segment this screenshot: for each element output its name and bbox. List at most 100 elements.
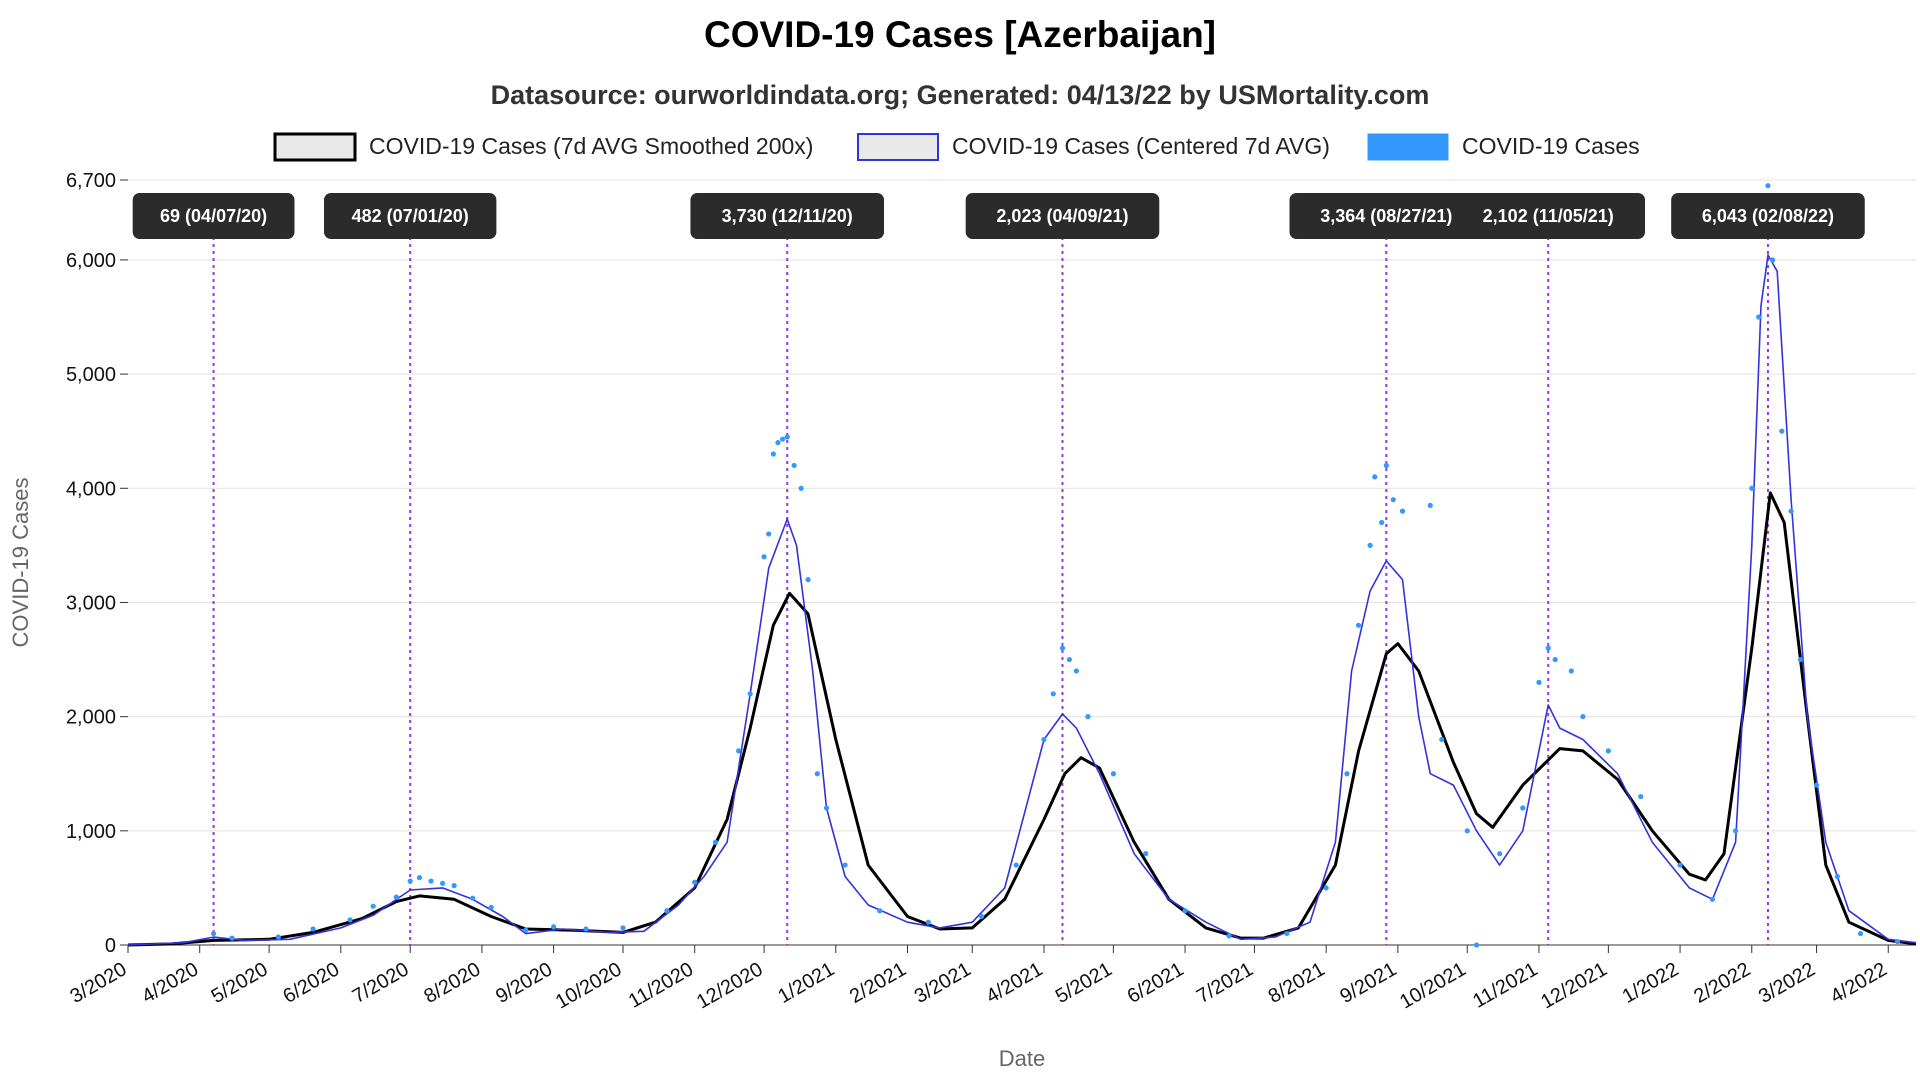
data-point: [1834, 873, 1840, 880]
data-point: [1638, 793, 1644, 800]
data-point: [451, 883, 457, 889]
data-point: [620, 925, 626, 931]
data-point: [1372, 474, 1378, 480]
data-point: [775, 440, 781, 446]
annotation-labels: 69 (04/07/20) 482 (07/01/20) 3,730 (12/11/…: [132, 193, 1865, 239]
data-point: [798, 485, 804, 491]
data-point: [1894, 938, 1901, 945]
x-tick-label: 3/2020: [67, 958, 131, 1008]
annotation-label: 3,364 (08/27/21): [1320, 206, 1452, 226]
data-point: [823, 805, 830, 811]
annotation-box: [1289, 193, 1484, 239]
legend-label: COVID-19 Cases (Centered 7d AVG): [952, 133, 1330, 159]
annotation-box: [132, 193, 295, 239]
data-point: [551, 924, 557, 930]
data-point: [761, 554, 767, 560]
annotation-label: 3,730 (12/11/20): [722, 206, 853, 226]
data-point: [1677, 862, 1683, 868]
x-tick-label: 4/2020: [138, 958, 202, 1008]
data-point: [1580, 714, 1586, 720]
data-point: [805, 577, 811, 583]
data-point: [664, 908, 670, 914]
data-point: [736, 748, 742, 754]
data-point: [1143, 851, 1149, 857]
data-point: [1813, 782, 1820, 788]
data-point: [1568, 668, 1574, 674]
data-point: [1769, 257, 1776, 263]
x-tick-label: 11/2021: [1469, 958, 1541, 1012]
x-tick-label: 7/2021: [1193, 958, 1257, 1008]
series-2: [210, 183, 1901, 948]
annotation-box: [1451, 193, 1646, 239]
data-point: [393, 894, 399, 900]
data-point: [439, 880, 446, 886]
data-point: [692, 879, 698, 885]
annotation-label: 6,043 (02/08/22): [1702, 206, 1834, 226]
data-point: [766, 531, 772, 537]
data-point: [1427, 502, 1433, 509]
data-point: [712, 839, 719, 845]
data-point: [814, 771, 820, 777]
data-point: [1182, 908, 1188, 914]
y-tick-label: 5,000: [66, 364, 116, 386]
data-point: [1041, 736, 1047, 743]
x-tick-label: 3/2021: [911, 958, 975, 1008]
data-point: [1085, 714, 1091, 720]
x-tick-label: 2/2021: [846, 958, 910, 1008]
x-tick-label: 5/2020: [208, 958, 272, 1008]
annotation-label: 69 (04/07/20): [160, 206, 267, 226]
x-tick-label: 8/2020: [420, 958, 484, 1008]
annotation-label: 2,102 (11/05/21): [1483, 206, 1614, 226]
annotation-box: [323, 193, 497, 239]
data-point: [416, 875, 423, 881]
data-point: [1013, 862, 1019, 868]
data-point: [978, 913, 985, 920]
annotation-label: 482 (07/01/20): [352, 206, 469, 226]
data-point: [1464, 828, 1470, 834]
smoothed-line: [127, 491, 1917, 947]
data-point: [488, 904, 494, 910]
data-point: [347, 917, 353, 923]
data-point: [1788, 508, 1794, 514]
legend-label: COVID-19 Cases: [1462, 133, 1640, 159]
data-point: [1779, 428, 1785, 434]
data-point: [747, 691, 753, 697]
data-point: [407, 878, 413, 884]
data-point: [1520, 805, 1526, 811]
data-point: [779, 436, 786, 442]
x-tick-label: 12/2021: [1537, 958, 1611, 1013]
data-point: [1226, 933, 1232, 939]
x-tick-label: 1/2021: [774, 958, 838, 1008]
x-tick-label: 10/2021: [1396, 958, 1470, 1013]
data-point: [1545, 645, 1551, 651]
data-point: [1110, 771, 1116, 777]
data-point: [1732, 828, 1739, 834]
annotation-box: [1671, 193, 1865, 239]
data-point: [1536, 679, 1542, 685]
data-point: [1050, 691, 1056, 697]
x-tick-label: 10/2020: [552, 958, 626, 1013]
legend: COVID-19 Cases (7d AVG Smoothed 200x) COV…: [273, 132, 1640, 162]
x-tick-label: 1/2022: [1619, 958, 1683, 1008]
data-point: [770, 451, 776, 457]
x-tick-label: 7/2020: [349, 958, 413, 1008]
x-tick-label: 8/2021: [1265, 958, 1329, 1008]
data-point: [1390, 497, 1396, 503]
data-point: [1857, 930, 1864, 937]
x-tick-label: 6/2020: [279, 958, 343, 1008]
data-point: [791, 462, 797, 469]
data-point: [1709, 896, 1716, 902]
legend-swatch: [273, 132, 357, 162]
data-point: [1367, 542, 1373, 548]
data-point: [1765, 183, 1771, 189]
data-point: [370, 903, 376, 909]
y-tick-label: 1,000: [66, 821, 116, 843]
data-point: [1059, 645, 1066, 651]
annotation-box: [690, 193, 885, 239]
y-tick-label: 2,000: [66, 707, 116, 729]
x-tick-label: 3/2022: [1755, 958, 1819, 1008]
series-1: [127, 254, 1917, 946]
x-tick-label: 5/2021: [1052, 958, 1116, 1008]
